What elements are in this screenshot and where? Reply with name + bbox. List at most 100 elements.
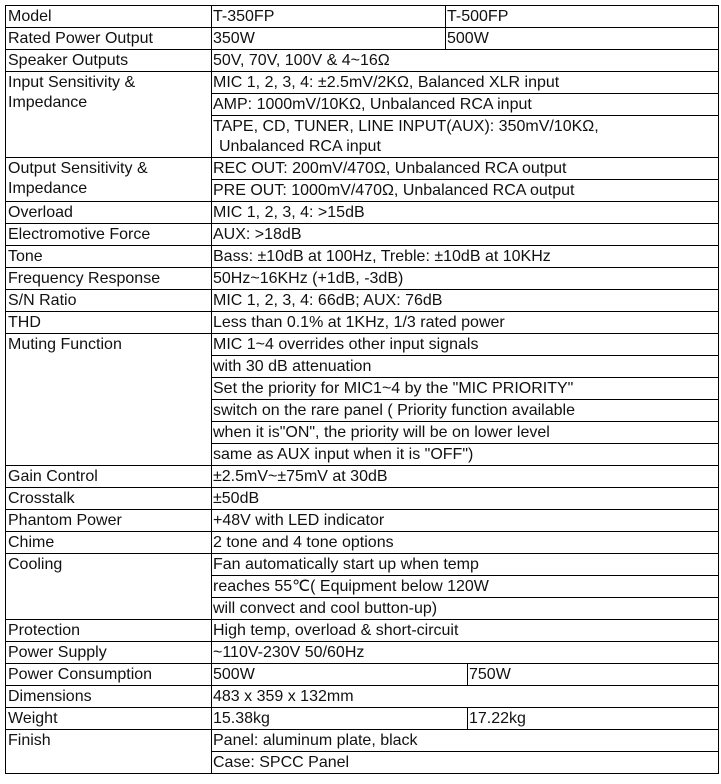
spec-label: Speaker Outputs <box>6 50 212 71</box>
spec-value: reaches 55℃( Equipment below 120W <box>212 576 489 597</box>
spec-row: Speaker Outputs 50V, 70V, 100V & 4~16Ω <box>6 50 718 72</box>
spec-value: MIC 1, 2, 3, 4: >15dB <box>212 202 365 223</box>
spec-values: 350W 500W <box>212 28 718 49</box>
spec-value-model-b: T-500FP <box>447 8 509 25</box>
spec-row: Dimensions 483 x 359 x 132mm <box>6 686 718 708</box>
spec-label: Input Sensitivity & Impedance <box>6 72 212 157</box>
spec-row: Weight 15.38kg 17.22kg <box>6 708 718 730</box>
spec-row: Input Sensitivity & Impedance MIC 1, 2, 3… <box>6 72 718 158</box>
spec-value: PRE OUT: 1000mV/470Ω, Unbalanced RCA out… <box>212 180 575 201</box>
spec-label: Gain Control <box>6 466 212 487</box>
spec-values: Fan automatically start up when temp reac… <box>212 554 718 619</box>
spec-label: Overload <box>6 202 212 223</box>
spec-row: Gain Control ±2.5mV~±75mV at 30dB <box>6 466 718 488</box>
spec-value-line: TAPE, CD, TUNER, LINE INPUT(AUX): 350mV/… <box>213 118 599 135</box>
spec-label: Power Consumption <box>6 664 212 685</box>
spec-value-row: Panel: aluminum plate, black <box>212 730 718 751</box>
spec-value: TAPE, CD, TUNER, LINE INPUT(AUX): 350mV/… <box>212 116 599 157</box>
spec-values: MIC 1~4 overrides other input signals wit… <box>212 334 718 465</box>
spec-value-model-a: 500W <box>212 664 468 685</box>
spec-label: Phantom Power <box>6 510 212 531</box>
spec-row: Cooling Fan automatically start up when t… <box>6 554 718 620</box>
spec-value-line: ±50dB <box>213 490 260 507</box>
spec-label: THD <box>6 312 212 333</box>
spec-value-line: when it is"ON", the priority will be on … <box>213 424 550 441</box>
spec-value: Fan automatically start up when temp <box>212 554 479 575</box>
spec-value-row: will convect and cool button-up) <box>212 597 718 619</box>
spec-label: Finish <box>6 730 212 773</box>
spec-label: Cooling <box>6 554 212 619</box>
spec-value-row: Bass: ±10dB at 100Hz, Treble: ±10dB at 1… <box>212 246 718 267</box>
spec-value-row: 500W 750W <box>212 664 718 685</box>
spec-label: Chime <box>6 532 212 553</box>
spec-value-row: AUX: >18dB <box>212 224 718 245</box>
spec-row: Output Sensitivity & Impedance REC OUT: 2… <box>6 158 718 202</box>
spec-value: +48V with LED indicator <box>212 510 384 531</box>
spec-label: Protection <box>6 620 212 641</box>
spec-value-line: AMP: 1000mV/10KΩ, Unbalanced RCA input <box>213 96 532 113</box>
spec-value-line: High temp, overload & short-circuit <box>213 622 459 639</box>
spec-value-row: 350W 500W <box>212 28 718 49</box>
spec-label: Power Supply <box>6 642 212 663</box>
spec-value-row: when it is"ON", the priority will be on … <box>212 421 718 443</box>
spec-row: Frequency Response 50Hz~16KHz (+1dB, -3dB… <box>6 268 718 290</box>
spec-values: REC OUT: 200mV/470Ω, Unbalanced RCA outp… <box>212 158 718 201</box>
spec-values: 483 x 359 x 132mm <box>212 686 718 707</box>
spec-value: with 30 dB attenuation <box>212 356 371 377</box>
spec-value-row: 15.38kg 17.22kg <box>212 708 718 729</box>
spec-value-model-a: 350W <box>212 28 446 49</box>
spec-value-model-b: 750W <box>469 666 511 683</box>
spec-value: ±2.5mV~±75mV at 30dB <box>212 466 388 487</box>
spec-value: Less than 0.1% at 1KHz, 1/3 rated power <box>212 312 505 333</box>
spec-value-line: Panel: aluminum plate, black <box>213 732 418 749</box>
spec-value: High temp, overload & short-circuit <box>212 620 458 641</box>
spec-values: AUX: >18dB <box>212 224 718 245</box>
spec-value-row: T-350FP T-500FP <box>212 6 718 27</box>
spec-value-line: MIC 1, 2, 3, 4: 66dB; AUX: 76dB <box>213 292 443 309</box>
spec-value-line: PRE OUT: 1000mV/470Ω, Unbalanced RCA out… <box>213 182 575 199</box>
spec-value: Set the priority for MIC1~4 by the "MIC … <box>212 378 573 399</box>
spec-value: 50Hz~16KHz (+1dB, -3dB) <box>212 268 403 289</box>
spec-row: Chime 2 tone and 4 tone options <box>6 532 718 554</box>
spec-label: Electromotive Force <box>6 224 212 245</box>
spec-value-row: 483 x 359 x 132mm <box>212 686 718 707</box>
spec-value: MIC 1~4 overrides other input signals <box>212 334 478 355</box>
spec-value-row: High temp, overload & short-circuit <box>212 620 718 641</box>
spec-values: Less than 0.1% at 1KHz, 1/3 rated power <box>212 312 718 333</box>
spec-row: Power Consumption 500W 750W <box>6 664 718 686</box>
spec-value-row: with 30 dB attenuation <box>212 355 718 377</box>
spec-value: MIC 1, 2, 3, 4: 66dB; AUX: 76dB <box>212 290 442 311</box>
spec-label: Muting Function <box>6 334 212 465</box>
spec-value: switch on the rare panel ( Priority func… <box>212 400 575 421</box>
spec-value-line: Bass: ±10dB at 100Hz, Treble: ±10dB at 1… <box>213 248 551 265</box>
spec-values: 15.38kg 17.22kg <box>212 708 718 729</box>
spec-value-row: AMP: 1000mV/10KΩ, Unbalanced RCA input <box>212 93 718 115</box>
spec-value-line: Unbalanced RCA input <box>219 138 381 155</box>
spec-value-line: 50Hz~16KHz (+1dB, -3dB) <box>213 270 404 287</box>
spec-row: Electromotive Force AUX: >18dB <box>6 224 718 246</box>
spec-value-row: Set the priority for MIC1~4 by the "MIC … <box>212 377 718 399</box>
spec-value-line: Set the priority for MIC1~4 by the "MIC … <box>213 380 574 397</box>
spec-value-line: ±2.5mV~±75mV at 30dB <box>213 468 388 485</box>
spec-value: ~110V-230V 50/60Hz <box>212 642 364 663</box>
spec-row: Protection High temp, overload & short-ci… <box>6 620 718 642</box>
spec-values: ±2.5mV~±75mV at 30dB <box>212 466 718 487</box>
spec-row: Muting Function MIC 1~4 overrides other i… <box>6 334 718 466</box>
spec-value-model-b: 500W <box>447 30 489 47</box>
spec-row: Overload MIC 1, 2, 3, 4: >15dB <box>6 202 718 224</box>
spec-value-model-b: 17.22kg <box>469 710 526 727</box>
spec-row: Crosstalk ±50dB <box>6 488 718 510</box>
spec-value-line: ~110V-230V 50/60Hz <box>213 644 365 661</box>
spec-value-row: reaches 55℃( Equipment below 120W <box>212 575 718 597</box>
spec-label: Weight <box>6 708 212 729</box>
spec-label: Crosstalk <box>6 488 212 509</box>
spec-value: 2 tone and 4 tone options <box>212 532 394 553</box>
spec-label: Rated Power Output <box>6 28 212 49</box>
spec-value-line: switch on the rare panel ( Priority func… <box>213 402 575 419</box>
spec-value: same as AUX input when it is "OFF") <box>212 444 473 465</box>
spec-value-row: TAPE, CD, TUNER, LINE INPUT(AUX): 350mV/… <box>212 115 718 157</box>
spec-value-line: Case: SPCC Panel <box>213 754 350 771</box>
spec-values: +48V with LED indicator <box>212 510 718 531</box>
spec-value-row: REC OUT: 200mV/470Ω, Unbalanced RCA outp… <box>212 158 718 179</box>
spec-value-row: +48V with LED indicator <box>212 510 718 531</box>
